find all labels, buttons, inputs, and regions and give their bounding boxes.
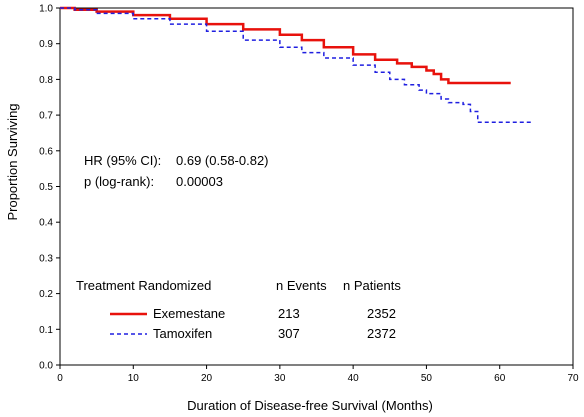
- y-tick-label: 0.4: [39, 218, 53, 229]
- x-tick-label: 40: [348, 373, 360, 384]
- y-tick-label: 0.6: [39, 146, 53, 157]
- x-tick-label: 60: [494, 373, 506, 384]
- series-line-tamoxifen: [60, 7, 533, 123]
- y-axis-ticks: 0.0 0.1 0.2 0.3 0.4 0.5 0.6 0.7 0.8 0.9 1.0: [39, 4, 60, 372]
- x-tick-label: 0: [57, 373, 63, 384]
- table-header-patients: n Patients: [343, 278, 401, 293]
- y-tick-label: 0.5: [39, 182, 53, 193]
- x-tick-label: 10: [128, 373, 140, 384]
- legend-label-exemestane: Exemestane: [153, 306, 225, 321]
- survival-curves: [60, 6, 533, 123]
- p-label: p (log-rank):: [84, 174, 154, 189]
- x-tick-label: 20: [201, 373, 213, 384]
- stats-annotation: HR (95% CI): 0.69 (0.58-0.82) p (log-ran…: [84, 153, 269, 189]
- hr-label: HR (95% CI):: [84, 153, 161, 168]
- events-exemestane: 213: [278, 306, 300, 321]
- x-axis-title: Duration of Disease-free Survival (Month…: [187, 398, 433, 413]
- x-tick-label: 70: [567, 373, 579, 384]
- series-line-exemestane: [60, 6, 511, 85]
- hr-value: 0.69 (0.58-0.82): [176, 153, 269, 168]
- legend-table: Treatment Randomized n Events n Patients…: [76, 278, 401, 341]
- y-tick-label: 0.8: [39, 75, 53, 86]
- y-tick-label: 0.0: [39, 361, 53, 372]
- events-tamoxifen: 307: [278, 326, 300, 341]
- patients-exemestane: 2352: [367, 306, 396, 321]
- table-header-events: n Events: [276, 278, 327, 293]
- patients-tamoxifen: 2372: [367, 326, 396, 341]
- legend-label-tamoxifen: Tamoxifen: [153, 326, 212, 341]
- y-axis-title: Proportion Surviving: [5, 103, 20, 220]
- y-tick-label: 0.7: [39, 111, 53, 122]
- y-tick-label: 1.0: [39, 4, 53, 15]
- x-tick-label: 50: [421, 373, 433, 384]
- table-header-treatment: Treatment Randomized: [76, 278, 211, 293]
- y-tick-label: 0.1: [39, 325, 53, 336]
- p-value: 0.00003: [176, 174, 223, 189]
- y-tick-label: 0.9: [39, 39, 53, 50]
- x-axis-ticks: 0 10 20 30 40 50 60 70: [57, 365, 579, 384]
- y-tick-label: 0.3: [39, 253, 53, 264]
- x-tick-label: 30: [274, 373, 286, 384]
- y-tick-label: 0.2: [39, 289, 53, 300]
